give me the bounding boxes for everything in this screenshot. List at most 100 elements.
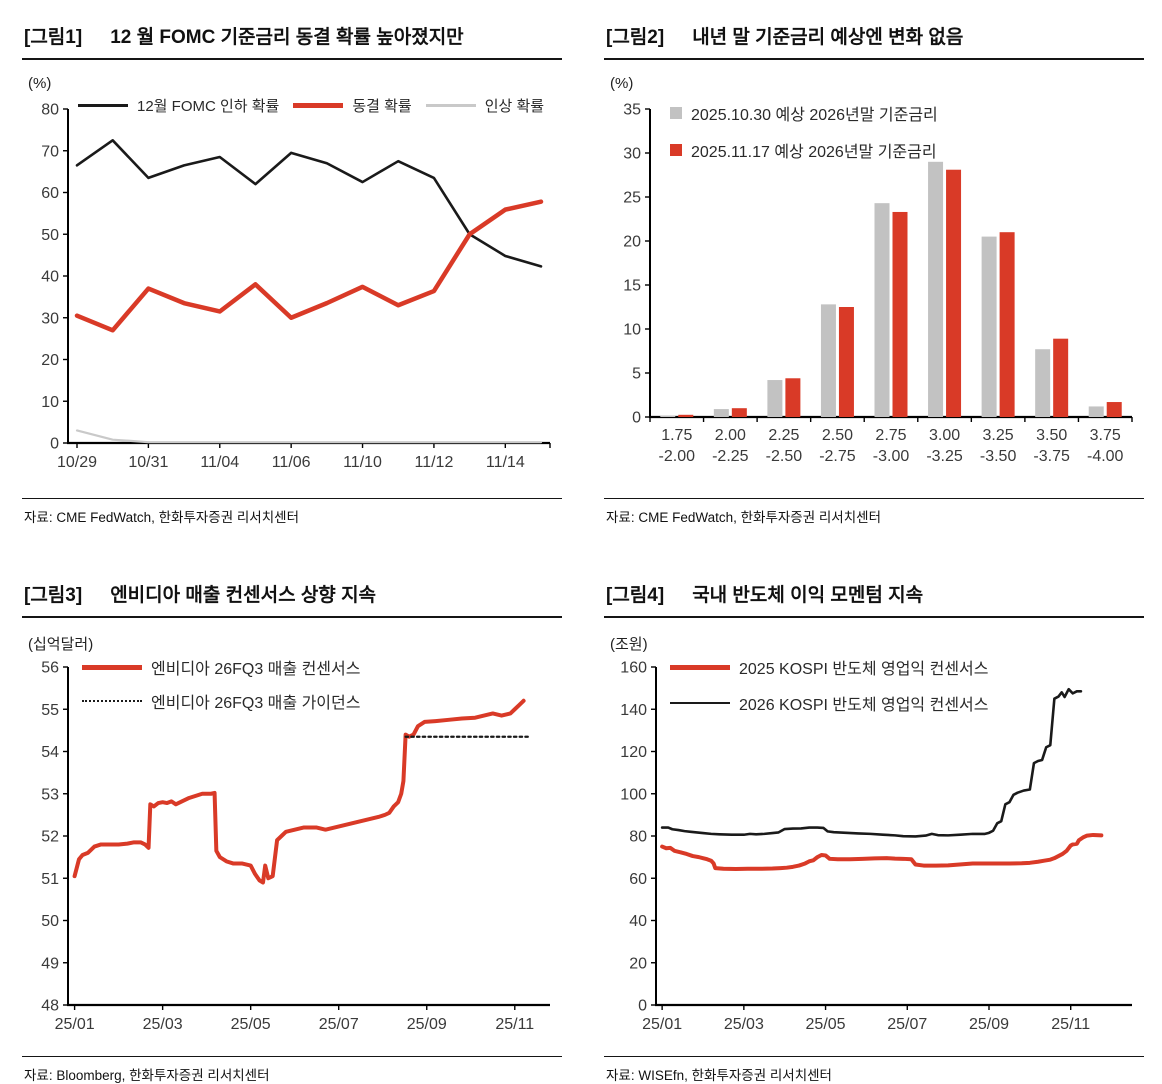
bar bbox=[767, 380, 783, 417]
x-tick-label: 11/14 bbox=[486, 454, 525, 471]
bar bbox=[892, 211, 908, 417]
figure3-chart-area: 48 49 50 51 52 53 54 55 56 25/01 25/03 25/05 25/07 25… bbox=[22, 653, 562, 1056]
figure4-header: [그림4] 국내 반도체 이익 모멘텀 지속 bbox=[604, 572, 1144, 616]
figure4-source: 자료: WISEfn, 한화투자증권 리서치센터 bbox=[604, 1056, 1144, 1084]
figure4-unit-label: (조원) bbox=[610, 636, 648, 653]
legend-item: 12월 FOMC 인하 확률 bbox=[78, 95, 279, 116]
title-rule bbox=[604, 58, 1144, 60]
figure3-unit-label: (십억달러) bbox=[28, 636, 94, 653]
legend-label: 12월 FOMC 인하 확률 bbox=[137, 98, 280, 115]
line-series-1 bbox=[74, 199, 544, 333]
figure3-source: 자료: Bloomberg, 한화투자증권 리서치센터 bbox=[22, 1056, 562, 1084]
bar bbox=[820, 304, 836, 417]
legend-item: 2025 KOSPI 반도체 영업익 컨센서스 bbox=[670, 655, 988, 679]
y-tick-label: 140 bbox=[620, 702, 647, 719]
y-tick-label: 40 bbox=[629, 913, 647, 930]
x-tick-label: 3.50 -3.75 bbox=[1033, 427, 1070, 465]
bar bbox=[1035, 349, 1051, 417]
y-tick-label: 10 bbox=[41, 394, 59, 411]
red-line-swatch bbox=[82, 664, 142, 670]
y-tick-label: 54 bbox=[41, 744, 59, 761]
legend-label: 2025.11.17 예상 2026년말 기준금리 bbox=[691, 144, 937, 161]
x-tick-label: 25/03 bbox=[724, 1016, 764, 1033]
y-tick-label: 20 bbox=[41, 352, 59, 369]
figure4-chart-area: 0 20 40 60 80 100 120 140 160 25/01 25/03 25/05 25/0… bbox=[604, 653, 1144, 1056]
x-tick-label: 25/09 bbox=[969, 1016, 1009, 1033]
x-tick-label: 3.25 -3.50 bbox=[980, 427, 1017, 465]
x-tick-label: 3.00 -3.25 bbox=[926, 427, 963, 465]
legend-item: 인상 확률 bbox=[425, 95, 545, 116]
legend-label: 2025 KOSPI 반도체 영업익 컨센서스 bbox=[739, 661, 989, 678]
y-tick-label: 5 bbox=[632, 366, 641, 383]
figure3-header: [그림3] 엔비디아 매출 컨센서스 상향 지속 bbox=[22, 572, 562, 616]
x-tick-label: 2.75 -3.00 bbox=[873, 427, 910, 465]
axes bbox=[63, 108, 551, 448]
line-series-2 bbox=[75, 429, 543, 444]
figure2-source: 자료: CME FedWatch, 한화투자증권 리서치센터 bbox=[604, 498, 1144, 526]
y-tick-label: 60 bbox=[41, 185, 59, 202]
x-tick-label: 11/12 bbox=[414, 454, 453, 471]
figure4-legend: 2025 KOSPI 반도체 영업익 컨센서스 2026 KOSPI 반도체 영… bbox=[670, 655, 988, 715]
black-line-swatch bbox=[670, 701, 730, 705]
figure3-legend: 엔비디아 26FQ3 매출 컨센서스 엔비디아 26FQ3 매출 가이던스 bbox=[82, 655, 360, 713]
figure2-title: 내년 말 기준금리 예상엔 변화 없음 bbox=[692, 27, 964, 48]
legend-label: 인상 확률 bbox=[484, 98, 545, 115]
bar bbox=[928, 161, 944, 417]
x-tick-label: 25/07 bbox=[319, 1016, 359, 1033]
dotted-line-swatch bbox=[82, 700, 142, 702]
x-tick-label: 25/11 bbox=[1051, 1016, 1090, 1033]
y-tick-label: 100 bbox=[620, 786, 647, 803]
legend-item: 2025.11.17 예상 2026년말 기준금리 bbox=[670, 138, 938, 162]
figure1-source: 자료: CME FedWatch, 한화투자증권 리서치센터 bbox=[22, 498, 562, 526]
y-tick-label: 52 bbox=[41, 829, 59, 846]
x-tick-label: 25/03 bbox=[143, 1016, 183, 1033]
x-tick-label: 25/09 bbox=[407, 1016, 447, 1033]
y-tick-label: 15 bbox=[623, 278, 641, 295]
figure4-title: 국내 반도체 이익 모멘텀 지속 bbox=[692, 585, 924, 606]
title-rule bbox=[604, 616, 1144, 618]
figure3-tag: [그림3] bbox=[24, 585, 83, 606]
line-series-0 bbox=[72, 698, 526, 885]
x-tick-label: 25/01 bbox=[55, 1016, 95, 1033]
x-tick-label: 2.50 -2.75 bbox=[819, 427, 856, 465]
bar bbox=[981, 236, 997, 417]
x-tick-label: 25/05 bbox=[231, 1016, 271, 1033]
axes bbox=[651, 666, 1132, 1010]
y-tick-label: 35 bbox=[623, 102, 641, 119]
figure4-chart: 0 20 40 60 80 100 120 140 160 25/01 25/03 25/05 25/0… bbox=[620, 660, 1132, 1033]
legend-item: 엔비디아 26FQ3 매출 컨센서스 bbox=[82, 655, 360, 679]
legend-label: 엔비디아 26FQ3 매출 가이던스 bbox=[151, 695, 361, 712]
y-tick-label: 0 bbox=[50, 436, 59, 453]
y-tick-label: 60 bbox=[629, 871, 647, 888]
y-tick-label: 10 bbox=[623, 322, 641, 339]
figure1-unit-label: (%) bbox=[28, 75, 52, 92]
y-tick-label: 0 bbox=[638, 998, 647, 1015]
y-tick-label: 80 bbox=[629, 829, 647, 846]
figure3-chart: 48 49 50 51 52 53 54 55 56 25/01 25/03 25/05 25/07 25… bbox=[41, 660, 550, 1033]
black-line-swatch bbox=[78, 104, 128, 107]
figure3-panel: [그림3] 엔비디아 매출 컨센서스 상향 지속 (십억달러) 48 49 50 51… bbox=[22, 572, 562, 1084]
bar bbox=[1106, 402, 1122, 417]
x-tick-label: 11/10 bbox=[343, 454, 382, 471]
x-tick-label: 11/06 bbox=[272, 454, 311, 471]
figure2-panel: [그림2] 내년 말 기준금리 예상엔 변화 없음 (%) 0 5 10 15 20 25… bbox=[604, 14, 1144, 526]
y-tick-label: 0 bbox=[632, 410, 641, 427]
y-tick-label: 51 bbox=[41, 871, 59, 888]
y-tick-label: 25 bbox=[623, 190, 641, 207]
bar bbox=[946, 169, 962, 417]
legend-label: 2025.10.30 예상 2026년말 기준금리 bbox=[691, 107, 938, 124]
figure1-chart: 0 10 20 30 40 50 60 70 80 10/29 10/31 11/04 11/06 11/… bbox=[41, 102, 551, 471]
y-tick-label: 20 bbox=[629, 955, 647, 972]
legend-item: 엔비디아 26FQ3 매출 가이던스 bbox=[82, 689, 360, 713]
legend-label: 동결 확률 bbox=[352, 98, 412, 115]
figure1-header: [그림1] 12 월 FOMC 기준금리 동결 확률 높아졌지만 bbox=[22, 14, 562, 58]
line-series-0 bbox=[660, 832, 1104, 871]
figure2-legend: 2025.10.30 예상 2026년말 기준금리 2025.11.17 예상 … bbox=[670, 101, 938, 162]
figure1-title: 12 월 FOMC 기준금리 동결 확률 높아졌지만 bbox=[110, 27, 464, 48]
bar bbox=[999, 232, 1015, 417]
title-rule bbox=[22, 58, 562, 60]
x-tick-label: 25/01 bbox=[642, 1016, 682, 1033]
x-tick-label: 10/31 bbox=[128, 454, 168, 471]
y-tick-label: 53 bbox=[41, 786, 59, 803]
